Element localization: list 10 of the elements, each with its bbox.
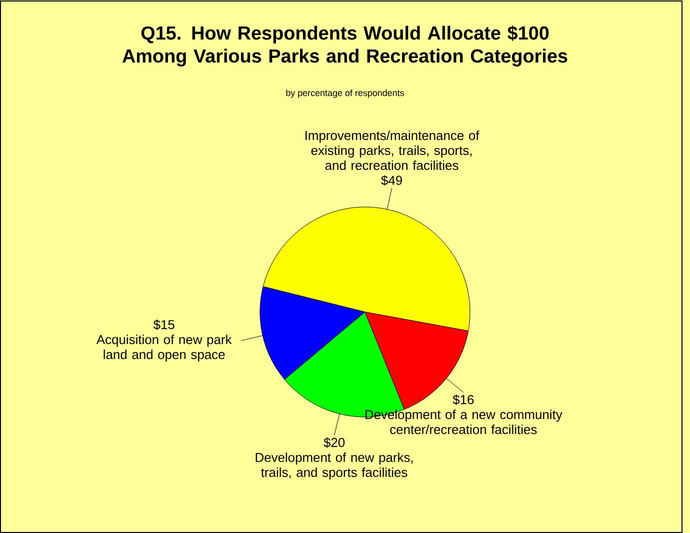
chart-subtitle: by percentage of respondents	[286, 90, 404, 98]
chart-title: Q15. How Respondents Would Allocate $100 Among Various Parks and Recreation Categories	[122, 26, 568, 66]
slice-label: Acquisition of new park land and open space	[96, 334, 232, 362]
slice-label: Improvements/maintenance of existing parks, trails, sports, and recreation facilities	[306, 130, 480, 170]
data-label: $49	[381, 175, 402, 186]
slice-label: Development of new parks, trails, and sports facilities	[256, 452, 413, 480]
data-label: $15	[153, 320, 174, 330]
data-label: $16	[452, 394, 474, 405]
slice-label: Development of a new community center/recreation facilities	[365, 410, 562, 434]
data-label: $20	[324, 437, 345, 448]
